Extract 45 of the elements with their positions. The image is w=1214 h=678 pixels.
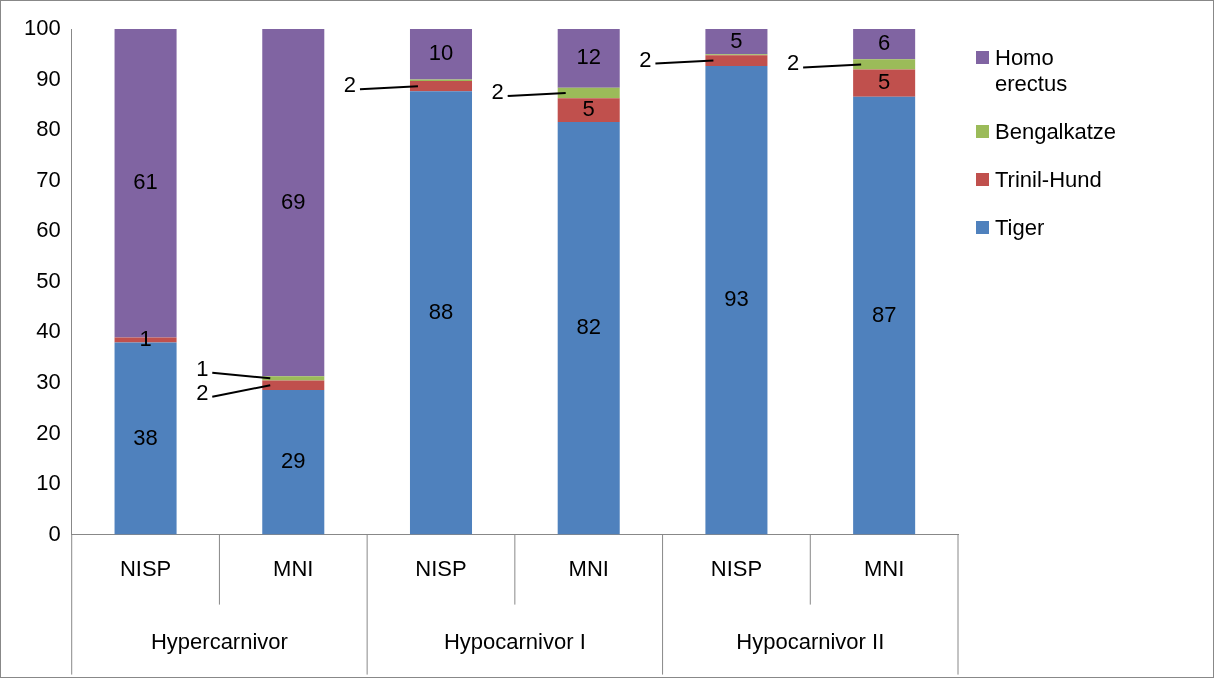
data-label: 10 xyxy=(428,40,454,66)
x-tick-label: MNI xyxy=(863,555,905,581)
x-tick-label: MNI xyxy=(568,555,609,581)
data-label: 2 xyxy=(491,79,504,105)
data-label: 5 xyxy=(878,69,891,95)
y-tick-label: 10 xyxy=(36,470,61,496)
legend-label: Homo erectus xyxy=(995,45,1069,97)
y-tick-label: 20 xyxy=(36,419,61,445)
y-tick-label: 70 xyxy=(36,166,61,192)
data-label: 61 xyxy=(133,169,158,195)
x-tick-label: NISP xyxy=(415,555,467,581)
data-label: 87 xyxy=(871,301,897,327)
data-label: 2 xyxy=(787,50,800,76)
data-label: 1 xyxy=(196,355,209,381)
data-label: 1 xyxy=(139,326,152,352)
data-label: 38 xyxy=(133,424,158,450)
data-label: 2 xyxy=(196,379,209,405)
x-tick-label: NISP xyxy=(119,555,172,581)
y-tick-label: 50 xyxy=(36,267,61,293)
data-label: 5 xyxy=(582,96,595,122)
data-label: 6 xyxy=(878,30,891,56)
y-tick-label: 100 xyxy=(23,15,61,41)
data-label: 5 xyxy=(730,27,743,53)
y-tick-label: 30 xyxy=(36,368,61,394)
legend-label: Tiger xyxy=(995,215,1046,241)
text: Hypocarnivor II xyxy=(736,628,885,654)
legend-label: Bengalkatze xyxy=(995,119,1118,145)
data-label: 82 xyxy=(576,314,601,340)
text: Hypocarnivor I xyxy=(443,628,586,654)
data-label: 93 xyxy=(724,286,749,312)
text: Hypercarnivor xyxy=(150,628,288,654)
y-tick-label: 60 xyxy=(36,217,61,243)
data-label: 69 xyxy=(281,188,306,214)
data-label: 88 xyxy=(428,298,454,324)
x-tick-label: NISP xyxy=(710,555,763,581)
data-label: 2 xyxy=(343,72,357,98)
legend-label: Trinil-Hund xyxy=(995,167,1103,193)
data-label: 12 xyxy=(576,44,601,70)
y-tick-label: 0 xyxy=(48,520,61,546)
data-label: 2 xyxy=(639,46,652,72)
data-label: 29 xyxy=(281,448,306,474)
x-tick-label: MNI xyxy=(273,555,314,581)
y-tick-label: 90 xyxy=(36,65,61,91)
y-tick-label: 40 xyxy=(36,318,61,344)
y-tick-label: 80 xyxy=(36,116,61,142)
